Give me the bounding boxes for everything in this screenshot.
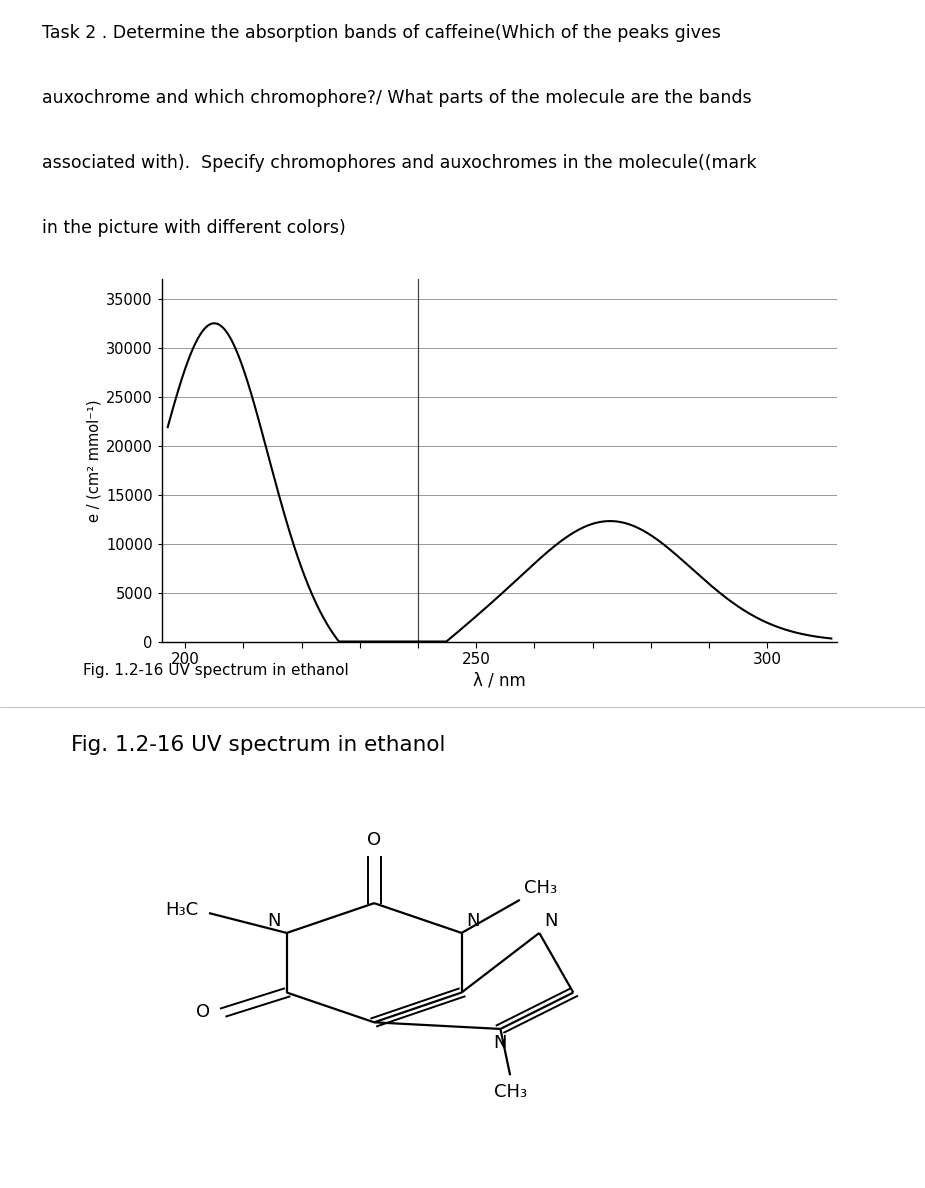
Text: in the picture with different colors): in the picture with different colors) <box>42 219 345 236</box>
Text: CH₃: CH₃ <box>494 1082 526 1101</box>
Y-axis label: e / (cm² mmol⁻¹): e / (cm² mmol⁻¹) <box>87 399 102 522</box>
Text: auxochrome and which chromophore?/ What parts of the molecule are the bands: auxochrome and which chromophore?/ What … <box>42 89 751 107</box>
Text: N: N <box>466 911 480 930</box>
Text: Fig. 1.2-16 UV spectrum in ethanol: Fig. 1.2-16 UV spectrum in ethanol <box>71 735 446 756</box>
X-axis label: λ / nm: λ / nm <box>473 671 526 689</box>
Text: N: N <box>544 911 558 930</box>
Text: Task 2 . Determine the absorption bands of caffeine(Which of the peaks gives: Task 2 . Determine the absorption bands … <box>42 25 721 43</box>
Text: N: N <box>494 1034 507 1053</box>
Text: associated with).  Specify chromophores and auxochromes in the molecule((mark: associated with). Specify chromophores a… <box>42 154 756 172</box>
Text: CH₃: CH₃ <box>524 879 558 897</box>
Text: O: O <box>195 1004 210 1022</box>
Text: N: N <box>266 911 280 930</box>
Text: Fig. 1.2-16 UV spectrum in ethanol: Fig. 1.2-16 UV spectrum in ethanol <box>83 663 349 677</box>
Text: O: O <box>367 832 381 849</box>
Text: H₃C: H₃C <box>165 901 198 920</box>
